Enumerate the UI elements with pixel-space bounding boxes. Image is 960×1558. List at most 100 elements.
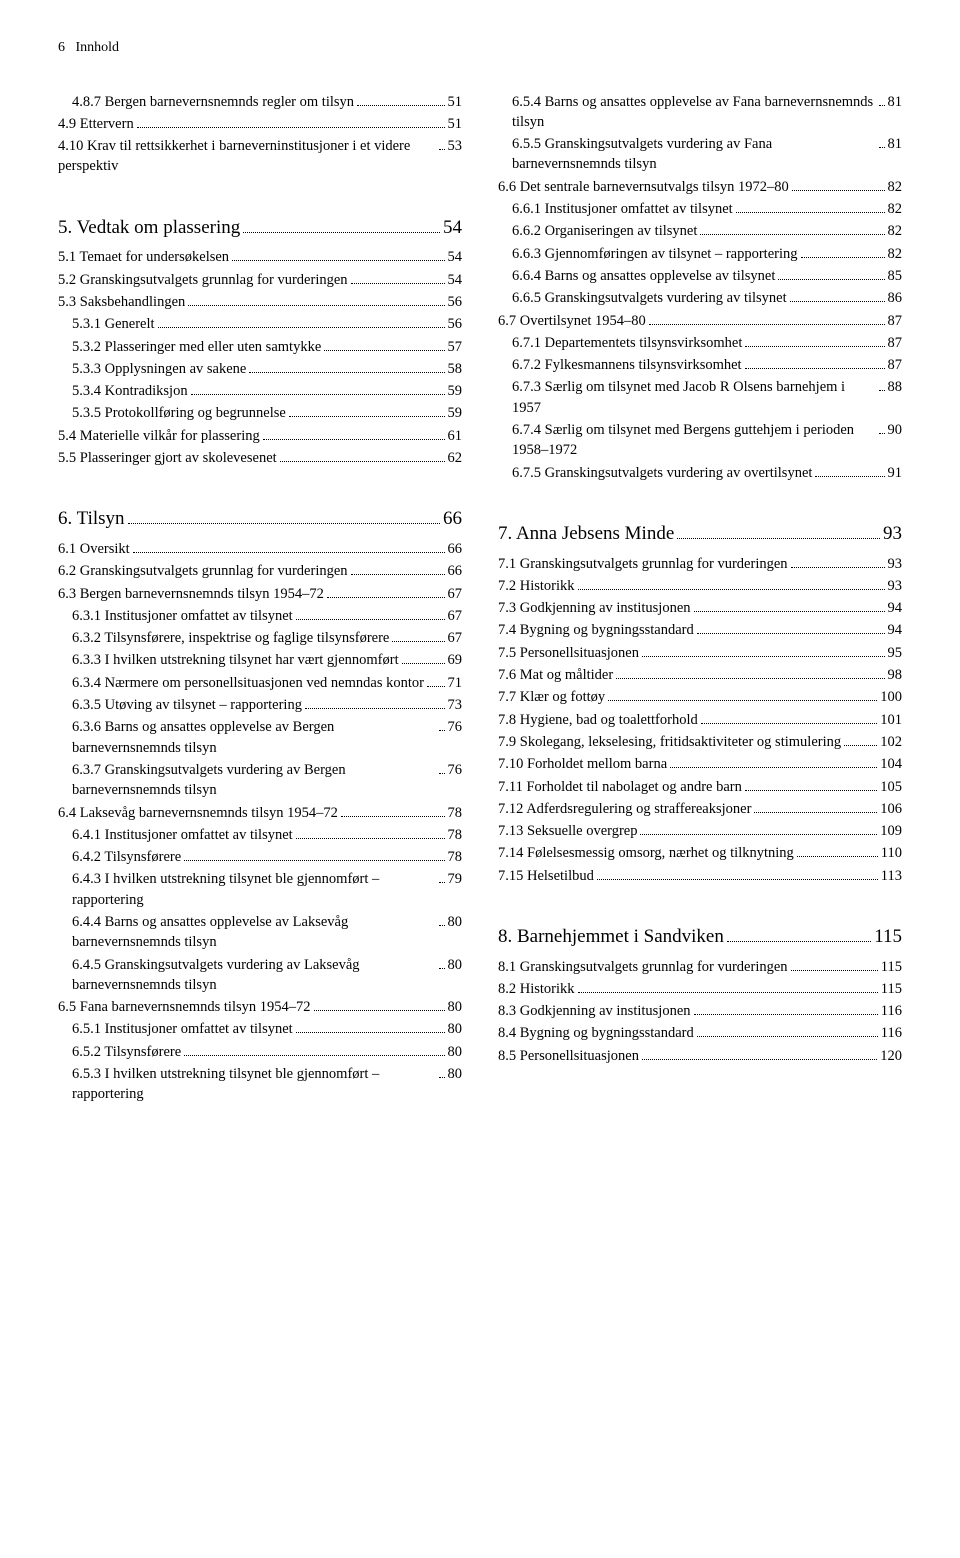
toc-page-number: 58 (448, 359, 463, 379)
toc-dots (191, 382, 445, 395)
toc-dots (296, 826, 445, 839)
toc-entry: 8.4 Bygning og bygningsstandard116 (498, 1023, 902, 1043)
toc-entry: 6.7.4 Særlig om tilsynet med Bergens gut… (498, 420, 902, 461)
toc-dots (792, 178, 885, 191)
toc-entry-text: 5.3 Saksbehandlingen (58, 292, 185, 312)
toc-page-number: 59 (448, 403, 463, 423)
toc-entry: 7.5 Personellsituasjonen95 (498, 643, 902, 663)
toc-page-number: 88 (888, 377, 903, 397)
toc-entry: 6.1 Oversikt66 (58, 539, 462, 559)
toc-dots (745, 777, 877, 790)
toc-dots (324, 338, 444, 351)
toc-dots (697, 621, 885, 634)
toc-entry-text: 5.4 Materielle vilkår for plassering (58, 426, 260, 446)
toc-entry-text: 6.3.7 Granskingsutvalgets vurdering av B… (72, 760, 436, 801)
toc-page-number: 80 (448, 1019, 463, 1039)
toc-page-number: 62 (448, 448, 463, 468)
toc-dots (745, 334, 884, 347)
toc-page-number: 105 (880, 777, 902, 797)
toc-dots (249, 360, 444, 373)
toc-page-number: 54 (448, 270, 463, 290)
toc-page-number: 101 (880, 710, 902, 730)
toc-page-number: 116 (881, 1023, 902, 1043)
toc-entry-text: 6.5.4 Barns og ansattes opplevelse av Fa… (512, 92, 876, 133)
toc-dots (879, 421, 885, 434)
toc-entry-text: 6.6.4 Barns og ansattes opplevelse av ti… (512, 266, 775, 286)
toc-page-number: 98 (888, 665, 903, 685)
toc-entry-text: 7.14 Følelsesmessig omsorg, nærhet og ti… (498, 843, 794, 863)
toc-entry-text: 5.3.4 Kontradiksjon (72, 381, 188, 401)
toc-entry-text: 7.8 Hygiene, bad og toalettforhold (498, 710, 698, 730)
toc-left-column: 4.8.7 Bergen barnevernsnemnds regler om … (58, 92, 462, 1107)
toc-dots (327, 584, 445, 597)
toc-dots (670, 755, 877, 768)
toc-dots (815, 464, 884, 477)
toc-dots (439, 870, 445, 883)
toc-entry-text: 7.10 Forholdet mellom barna (498, 754, 667, 774)
toc-entry-text: 6.5.2 Tilsynsførere (72, 1042, 181, 1062)
toc-dots (137, 115, 445, 128)
toc-entry-text: 6.3.1 Institusjoner omfattet av tilsynet (72, 606, 293, 626)
toc-entry-text: 7.15 Helsetilbud (498, 866, 594, 886)
toc-entry-text: 6.3.5 Utøving av tilsynet – rapportering (72, 695, 302, 715)
toc-gap (58, 470, 462, 486)
toc-section-heading: 8. Barnehjemmet i Sandviken115 (498, 924, 902, 951)
toc-entry: 6.3 Bergen barnevernsnemnds tilsyn 1954–… (58, 584, 462, 604)
toc-entry-text: 6.4.4 Barns og ansattes opplevelse av La… (72, 912, 436, 953)
toc-entry-text: 5.5 Plasseringer gjort av skolevesenet (58, 448, 277, 468)
toc-dots (778, 267, 884, 280)
toc-page-number: 93 (888, 576, 903, 596)
toc-page-number: 113 (881, 866, 902, 886)
toc-entry: 6.7.2 Fylkesmannens tilsynsvirksomhet87 (498, 355, 902, 375)
toc-entry-text: 6.4.5 Granskingsutvalgets vurdering av L… (72, 955, 436, 996)
toc-page-number: 66 (448, 561, 463, 581)
toc-entry: 6.6.4 Barns og ansattes opplevelse av ti… (498, 266, 902, 286)
toc-entry: 5.3.2 Plasseringer med eller uten samtyk… (58, 337, 462, 357)
toc-entry-text: 6.4.3 I hvilken utstrekning tilsynet ble… (72, 869, 436, 910)
toc-entry: 7.2 Historikk93 (498, 576, 902, 596)
toc-gap (498, 485, 902, 501)
toc-dots (232, 248, 444, 261)
toc-entry-text: 6.4.2 Tilsynsførere (72, 847, 181, 867)
toc-page-number: 104 (880, 754, 902, 774)
toc-entry-text: 6.5.1 Institusjoner omfattet av tilsynet (72, 1019, 293, 1039)
toc-entry: 5.3 Saksbehandlingen56 (58, 292, 462, 312)
toc-entry: 6.7.3 Særlig om tilsynet med Jacob R Ols… (498, 377, 902, 418)
toc-dots (791, 554, 885, 567)
toc-page-number: 82 (888, 199, 903, 219)
toc-page-number: 76 (448, 717, 463, 737)
toc-entry-text: 6.7 Overtilsynet 1954–80 (498, 311, 646, 331)
toc-entry: 6.6.5 Granskingsutvalgets vurdering av t… (498, 288, 902, 308)
toc-page-number: 100 (880, 687, 902, 707)
toc-entry: 7.11 Forholdet til nabolaget og andre ba… (498, 777, 902, 797)
toc-entry: 7.6 Mat og måltider98 (498, 665, 902, 685)
toc-dots (402, 651, 445, 664)
toc-entry: 6.7 Overtilsynet 1954–8087 (498, 311, 902, 331)
toc-heading-text: 7. Anna Jebsens Minde (498, 521, 674, 548)
toc-dots (642, 644, 885, 657)
toc-entry: 6.6.3 Gjennomføringen av tilsynet – rapp… (498, 244, 902, 264)
toc-entry-text: 6.5.5 Granskingsutvalgets vurdering av F… (512, 134, 876, 175)
toc-heading-text: 8. Barnehjemmet i Sandviken (498, 924, 724, 951)
toc-entry: 6.3.6 Barns og ansattes opplevelse av Be… (58, 717, 462, 758)
toc-dots (736, 200, 885, 213)
toc-page-number: 87 (888, 333, 903, 353)
toc-dots (616, 666, 884, 679)
toc-entry: 7.7 Klær og fottøy100 (498, 687, 902, 707)
toc-entry: 5.4 Materielle vilkår for plassering61 (58, 426, 462, 446)
toc-dots (700, 222, 884, 235)
toc-entry: 6.5.3 I hvilken utstrekning tilsynet ble… (58, 1064, 462, 1105)
toc-page-number: 54 (443, 215, 462, 242)
toc-dots (351, 271, 445, 284)
toc-dots (694, 599, 885, 612)
toc-page-number: 51 (448, 92, 463, 112)
toc-page-number: 95 (888, 643, 903, 663)
toc-page-number: 109 (880, 821, 902, 841)
toc-page-number: 79 (448, 869, 463, 889)
toc-dots (158, 315, 445, 328)
toc-entry: 8.1 Granskingsutvalgets grunnlag for vur… (498, 957, 902, 977)
toc-entry-text: 6.3.2 Tilsynsførere, inspektrise og fagl… (72, 628, 389, 648)
toc-entry-text: 8.5 Personellsituasjonen (498, 1046, 639, 1066)
toc-dots (439, 956, 445, 969)
toc-page-number: 67 (448, 606, 463, 626)
